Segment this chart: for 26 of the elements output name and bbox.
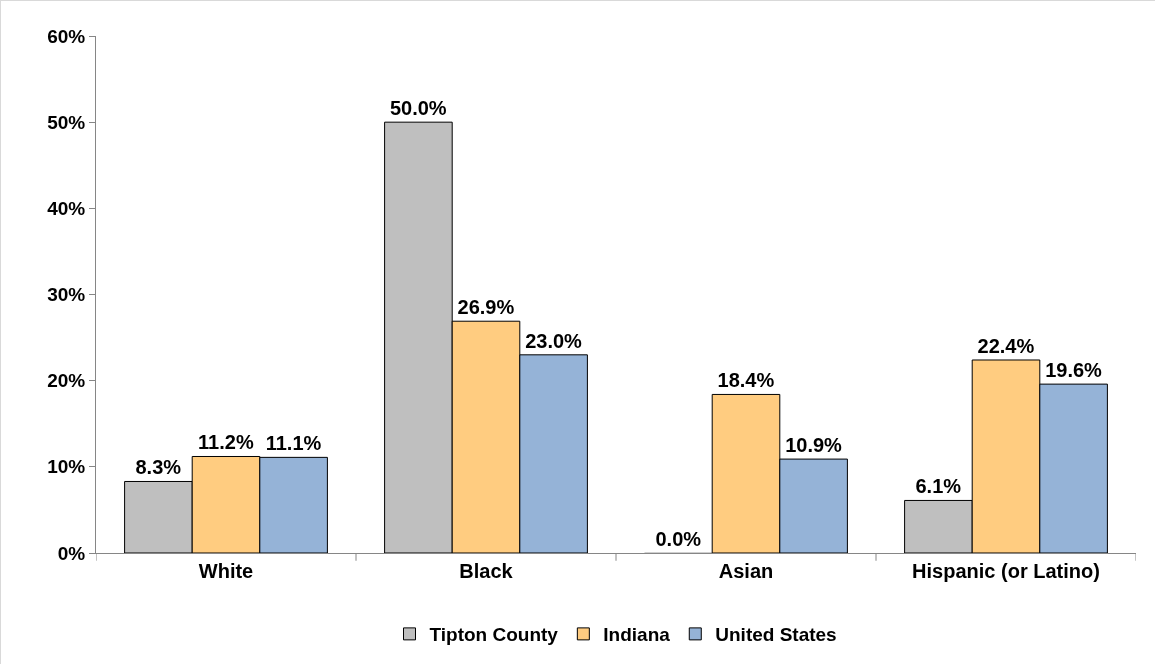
x-tick-label: Hispanic (or Latino) bbox=[912, 560, 1100, 582]
data-label: 23.0% bbox=[525, 329, 583, 352]
y-tick-label: 50% bbox=[47, 111, 86, 133]
data-label: 0.0% bbox=[655, 528, 702, 550]
data-label: 8.3% bbox=[135, 456, 182, 479]
y-tick-label: 40% bbox=[47, 197, 86, 219]
legend-label: Indiana bbox=[603, 624, 671, 646]
data-label: 6.1% bbox=[915, 475, 962, 498]
y-tick-label: 30% bbox=[47, 284, 86, 306]
legend-label: Tipton County bbox=[429, 624, 559, 646]
y-tick-label: 60% bbox=[47, 25, 86, 47]
x-tick-label: White bbox=[198, 560, 254, 582]
data-label: 50.0% bbox=[389, 97, 447, 120]
y-tick-label: 10% bbox=[47, 456, 86, 478]
y-tick-label: 0% bbox=[57, 542, 86, 564]
data-label: 11.1% bbox=[265, 432, 322, 455]
legend-label: United States bbox=[715, 624, 837, 646]
x-tick-label: Black bbox=[459, 560, 514, 582]
data-label: 22.4% bbox=[977, 334, 1035, 357]
data-label: 10.9% bbox=[785, 434, 843, 457]
x-tick-label: Asian bbox=[718, 560, 774, 582]
data-label: 18.4% bbox=[717, 369, 775, 392]
data-label: 19.6% bbox=[1045, 359, 1103, 382]
data-label: 26.9% bbox=[457, 296, 515, 319]
data-label: 11.2% bbox=[198, 431, 254, 454]
y-tick-label: 20% bbox=[47, 370, 86, 392]
